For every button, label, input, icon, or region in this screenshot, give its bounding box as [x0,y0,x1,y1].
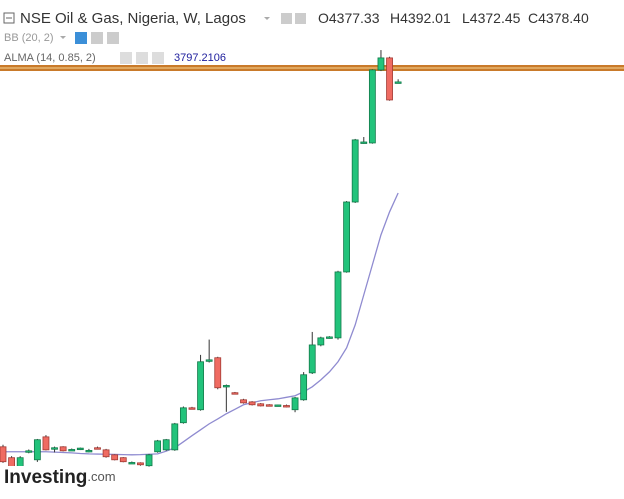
candle-body [248,401,256,406]
ohlc-label: L [462,10,470,26]
visibility-icon[interactable] [75,32,87,44]
hide-icon[interactable] [295,13,306,24]
candle-body [68,449,76,452]
indicator-value: 3797.2106 [174,52,226,64]
candle-body [265,404,273,407]
ohlc-value: 4378.40 [538,10,589,26]
collapse-icon[interactable] [3,12,15,24]
dropdown-arrow[interactable] [264,17,270,20]
candle-body [308,344,316,374]
candle-body [214,357,222,389]
candle-body [334,271,342,339]
candle-body [326,336,333,339]
remove-icon[interactable] [152,52,164,64]
candle-body [42,436,50,451]
candle-body [85,450,93,453]
indicator-name: BB (20, 2) [4,32,54,44]
candle-body [283,405,290,408]
candle-body [231,392,239,395]
plot-area [0,50,624,474]
ohlc-values: O4377.33 H4392.01 L4372.45 C4378.40 [318,10,589,26]
candle-body [145,454,153,467]
indicator-name: ALMA (14, 0.85, 2) [4,52,96,64]
candle-body [394,81,402,84]
candle-body [205,359,213,362]
remove-icon[interactable] [107,32,119,44]
ohlc-value: 4372.45 [470,10,521,26]
candle-body [119,457,127,463]
settings-icon[interactable] [136,52,148,64]
ohlc-label: H [390,10,400,26]
candle-body [222,385,230,388]
candle-body [51,447,58,450]
ohlc-value: 4392.01 [400,10,451,26]
candle-body [76,447,84,451]
ohlc-value: 4377.33 [329,10,380,26]
candle-body [368,69,376,144]
visibility-icon[interactable] [120,52,132,64]
candle-body [343,201,351,273]
candle-body [25,450,33,453]
candle-body [179,407,187,424]
candle-body [291,397,299,411]
logo: Investing.com [4,467,116,488]
settings-icon[interactable] [91,32,103,44]
candle-body [59,446,67,452]
logo-brand: Investing [4,467,87,488]
candle-body [128,462,136,465]
candle-body [0,446,7,463]
ohlc-label: C [528,10,538,26]
candle-body [300,374,308,401]
candle-body [197,361,204,411]
candle-body [274,404,282,407]
candle-body [360,141,368,144]
candle-body [377,57,385,71]
settings-icon[interactable] [281,13,292,24]
candle-body [257,403,265,407]
chart-title: NSE Oil & Gas, Nigeria, W, Lagos [20,10,246,27]
candle-body [154,440,162,453]
logo-suffix: .com [87,469,115,484]
candle-body [317,337,325,346]
logo-background [0,466,132,490]
candle-body [351,139,359,203]
candle-body [188,407,196,410]
candle-body [162,439,170,451]
candle-body [102,449,110,458]
candle-body [33,439,41,461]
candle-body [94,447,101,450]
candle-body [137,462,144,466]
candle-body [171,423,179,451]
ohlc-label: O [318,10,329,26]
candle-body [111,454,119,461]
candle-body [386,57,393,101]
dropdown-arrow[interactable] [60,36,66,39]
candle-body [240,399,247,404]
alma-line [3,192,399,456]
